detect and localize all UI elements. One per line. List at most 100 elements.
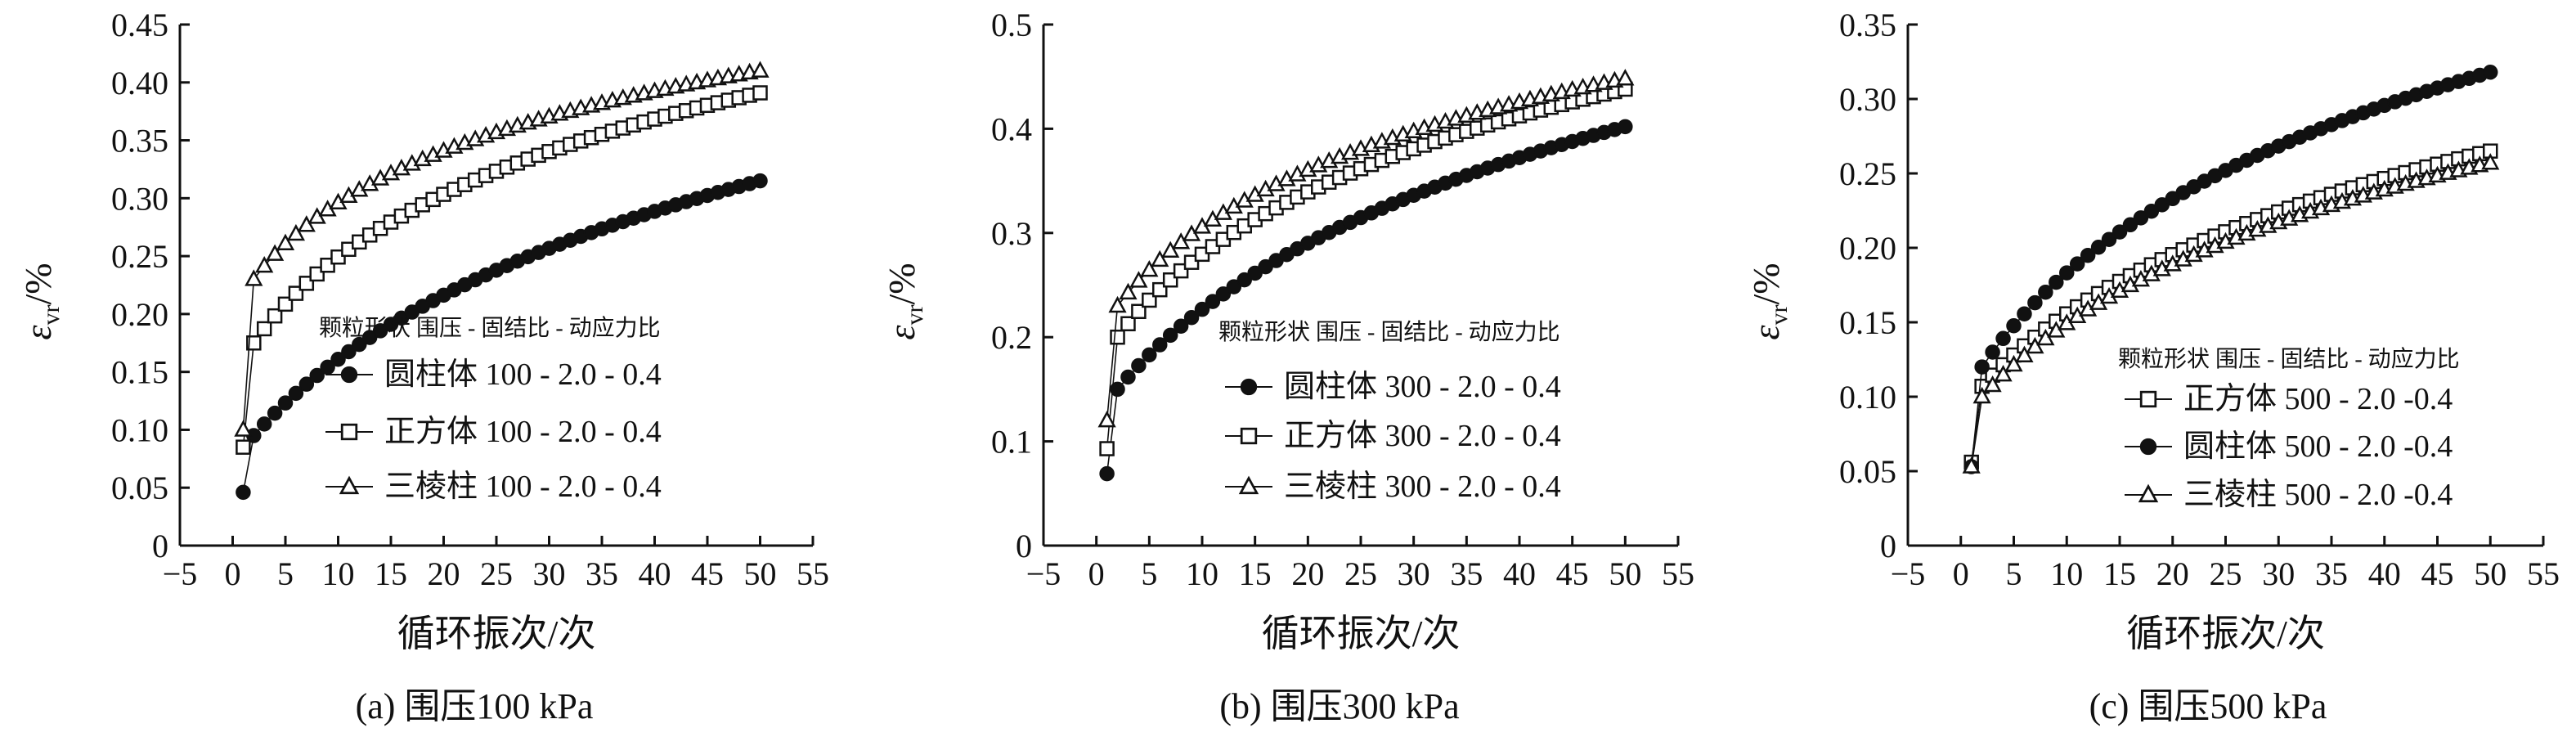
data-point xyxy=(1110,329,1125,345)
legend-entry-label: 正方体 300 - 2.0 - 0.4 xyxy=(1284,419,1561,453)
y-tick-label: 0.30 xyxy=(1839,81,1896,118)
data-point xyxy=(752,85,768,101)
x-tick-label: 45 xyxy=(691,555,724,592)
data-point xyxy=(1995,330,2011,347)
data-point xyxy=(1120,369,1136,385)
x-tick-label: −5 xyxy=(1891,555,1926,592)
data-point xyxy=(1985,344,2000,360)
y-tick-label: 0.4 xyxy=(991,110,1032,147)
data-point xyxy=(752,173,768,189)
y-tick-label: 0.30 xyxy=(111,180,168,217)
y-axis-title-symbol: ε xyxy=(1745,325,1787,340)
y-tick-label: 0.35 xyxy=(111,123,168,160)
y-tick-label: 0.20 xyxy=(111,296,168,333)
x-tick-label: 25 xyxy=(1344,555,1377,592)
legend-entry-label: 正方体 500 - 2.0 -0.4 xyxy=(2183,382,2453,416)
x-tick-label: 50 xyxy=(2474,555,2506,592)
x-tick-label: 5 xyxy=(2006,555,2022,592)
x-axis-title: 循环振次/次 xyxy=(1262,613,1461,654)
legend-entry-label: 三棱柱 300 - 2.0 - 0.4 xyxy=(1284,470,1561,504)
data-point xyxy=(1098,411,1115,428)
x-tick-label: 25 xyxy=(480,555,513,592)
x-tick-label: 10 xyxy=(322,555,355,592)
x-tick-label: 10 xyxy=(1186,555,1218,592)
y-tick-label: 0.2 xyxy=(991,319,1032,356)
data-point xyxy=(2027,294,2043,311)
legend-marker-open-square xyxy=(340,423,358,441)
y-axis-title: εvr/% xyxy=(1745,263,1793,339)
x-tick-label: 40 xyxy=(2368,555,2401,592)
y-tick-label: 0.3 xyxy=(991,215,1032,252)
series-filled-circle xyxy=(1099,119,1633,482)
series-open-square xyxy=(1099,81,1633,456)
legend-marker-filled-circle xyxy=(1240,378,1258,396)
data-point xyxy=(2006,317,2022,334)
x-tick-label: 20 xyxy=(428,555,460,592)
y-tick-label: 0 xyxy=(1880,528,1896,564)
series-filled-circle xyxy=(236,173,768,501)
legend-title: 颗粒形状 围压 - 固结比 - 动应力比 xyxy=(2118,346,2460,372)
x-tick-label: 30 xyxy=(2262,555,2295,592)
y-axis-title-subscript: vr xyxy=(38,304,65,325)
data-point xyxy=(752,61,769,78)
x-tick-label: 45 xyxy=(1556,555,1589,592)
legend-marker-open-triangle xyxy=(2138,485,2158,503)
x-tick-label: 0 xyxy=(1953,555,1969,592)
data-point xyxy=(236,484,251,501)
x-tick-label: 55 xyxy=(797,555,829,592)
chart-panel-2: −5 0 5 10 15 20 25 30 35 40 45 50 5500.10.20.30.40.5… xyxy=(881,7,1694,726)
series-open-triangle xyxy=(1963,154,2499,474)
legend-marker-filled-circle xyxy=(2139,438,2157,456)
y-tick-label: 0.20 xyxy=(1839,230,1896,267)
data-point xyxy=(1099,441,1115,456)
series-open-triangle xyxy=(235,61,769,437)
series-open-triangle xyxy=(1098,70,1634,428)
x-tick-label: 40 xyxy=(1503,555,1536,592)
y-axis-title-subscript: vr xyxy=(1766,304,1793,325)
legend-marker-open-triangle xyxy=(339,477,359,495)
x-tick-label: 20 xyxy=(2156,555,2189,592)
x-tick-label: 50 xyxy=(1609,555,1641,592)
chart-panel-1: −5 0 5 10 15 20 25 30 35 40 45 50 5500.050.100.150.2… xyxy=(17,7,829,726)
x-tick-label: 25 xyxy=(2210,555,2242,592)
x-tick-label: 15 xyxy=(2103,555,2136,592)
y-tick-label: 0.15 xyxy=(111,354,168,391)
legend-entry-label: 三棱柱 500 - 2.0 -0.4 xyxy=(2183,478,2453,512)
y-tick-label: 0.25 xyxy=(1839,155,1896,192)
legend-entry-label: 圆柱体 100 - 2.0 - 0.4 xyxy=(384,357,662,392)
panel-caption: (b) 围压300 kPa xyxy=(1219,686,1459,726)
x-tick-label: 35 xyxy=(2315,555,2348,592)
data-point xyxy=(2483,64,2498,80)
x-tick-label: 35 xyxy=(586,555,618,592)
data-point xyxy=(1142,347,1157,363)
legend-title: 颗粒形状 围压 - 固结比 - 动应力比 xyxy=(1218,319,1560,345)
data-point xyxy=(256,416,272,432)
data-point xyxy=(235,420,252,437)
data-point xyxy=(267,405,283,421)
x-tick-label: −5 xyxy=(1026,555,1061,592)
legend-marker-open-square xyxy=(1240,427,1258,445)
series-filled-circle xyxy=(1963,64,2498,474)
legend-marker-filled-circle xyxy=(340,366,358,384)
y-axis-title: εvr/% xyxy=(881,263,928,339)
x-tick-label: 0 xyxy=(225,555,241,592)
x-tick-label: 0 xyxy=(1088,555,1105,592)
y-axis-title: εvr/% xyxy=(17,263,65,339)
y-tick-label: 0.05 xyxy=(1839,453,1896,490)
data-point xyxy=(1974,359,1990,375)
legend-entry-label: 圆柱体 300 - 2.0 - 0.4 xyxy=(1284,370,1561,404)
x-tick-label: 30 xyxy=(1398,555,1430,592)
legend-entry-label: 正方体 100 - 2.0 - 0.4 xyxy=(384,415,662,449)
y-tick-label: 0.40 xyxy=(111,65,168,101)
y-axis-title-unit: /% xyxy=(17,263,59,304)
series-open-square xyxy=(1963,143,2498,470)
x-tick-label: 50 xyxy=(744,555,777,592)
series-open-square xyxy=(236,85,768,455)
x-tick-label: 5 xyxy=(1141,555,1157,592)
y-axis-title-subscript: vr xyxy=(901,304,928,325)
data-point xyxy=(2038,284,2053,300)
legend-entry-label: 圆柱体 500 - 2.0 -0.4 xyxy=(2183,429,2453,464)
x-tick-label: 35 xyxy=(1450,555,1483,592)
